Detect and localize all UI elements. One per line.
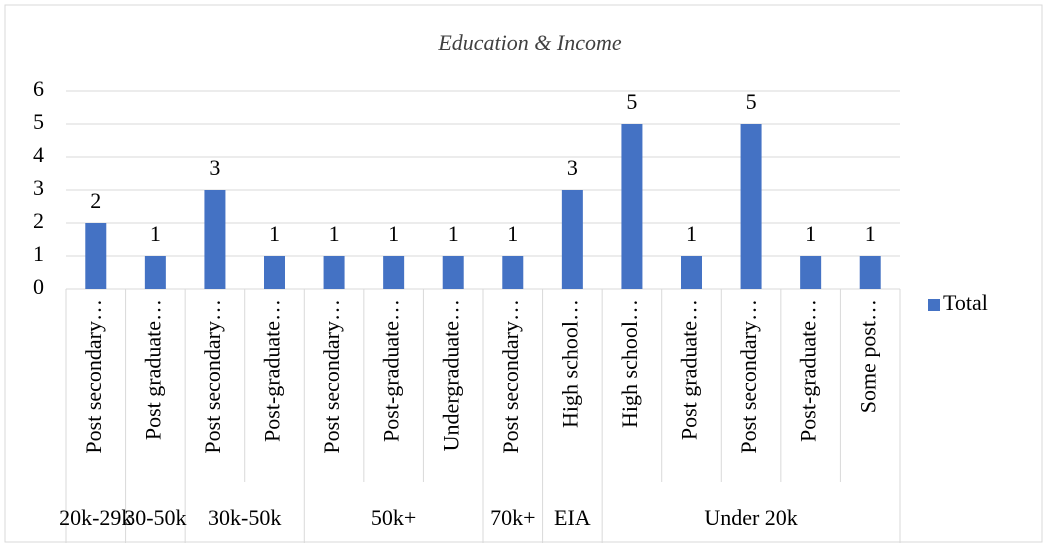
data-label: 3	[567, 155, 578, 180]
x-tick-label: Post graduate…	[677, 299, 702, 440]
data-label: 1	[388, 221, 399, 246]
data-label: 1	[805, 221, 816, 246]
x-tick-label: Post-graduate…	[796, 299, 821, 442]
x-tick-label: Post secondary…	[81, 299, 106, 454]
x-tick-label: Some post…	[855, 299, 880, 413]
bar	[442, 256, 464, 289]
bar	[383, 256, 405, 289]
bar	[502, 256, 524, 289]
data-label: 1	[269, 221, 280, 246]
bar	[859, 256, 881, 289]
legend-swatch	[928, 299, 940, 311]
x-tick-label: High school…	[557, 299, 582, 428]
data-label: 1	[865, 221, 876, 246]
data-label: 3	[209, 155, 220, 180]
x-tick-label: Post secondary…	[319, 299, 344, 454]
bar	[740, 124, 762, 289]
group-label: 70k+	[490, 505, 535, 530]
x-tick-label: High school…	[617, 299, 642, 428]
x-tick-label: Post secondary…	[736, 299, 761, 454]
data-label: 1	[507, 221, 518, 246]
x-tick-label: Post-graduate…	[260, 299, 285, 442]
bar	[85, 223, 107, 289]
x-tick-label: Post graduate…	[140, 299, 165, 440]
data-label: 1	[150, 221, 161, 246]
data-label: 5	[626, 89, 637, 114]
y-tick-label: 5	[33, 109, 44, 134]
bar	[800, 256, 822, 289]
bar	[561, 190, 583, 289]
bar	[323, 256, 345, 289]
group-label: 30k-50k	[208, 505, 281, 530]
y-tick-label: 6	[33, 76, 44, 101]
y-tick-label: 4	[33, 142, 44, 167]
group-label: 30-50k	[124, 505, 186, 530]
group-label: 20k-29k	[59, 505, 132, 530]
bar	[204, 190, 226, 289]
bar	[144, 256, 166, 289]
data-label: 1	[448, 221, 459, 246]
y-tick-label: 1	[33, 241, 44, 266]
bar	[681, 256, 702, 289]
y-tick-label: 2	[33, 208, 44, 233]
data-label: 1	[686, 221, 697, 246]
group-label: EIA	[554, 505, 591, 530]
x-tick-label: Undergraduate…	[438, 299, 463, 451]
data-label: 2	[90, 188, 101, 213]
data-label: 1	[329, 221, 340, 246]
chart-title: Education & Income	[437, 30, 622, 55]
bar	[264, 256, 285, 289]
x-tick-label: Post secondary…	[200, 299, 225, 454]
group-label: 50k+	[371, 505, 416, 530]
bar	[621, 124, 643, 289]
data-label: 5	[746, 89, 757, 114]
x-tick-label: Post secondary…	[498, 299, 523, 454]
x-tick-label: Post-graduate…	[379, 299, 404, 442]
group-label: Under 20k	[704, 505, 797, 530]
y-tick-label: 0	[33, 274, 44, 299]
legend-label: Total	[943, 290, 988, 315]
y-tick-label: 3	[33, 175, 44, 200]
